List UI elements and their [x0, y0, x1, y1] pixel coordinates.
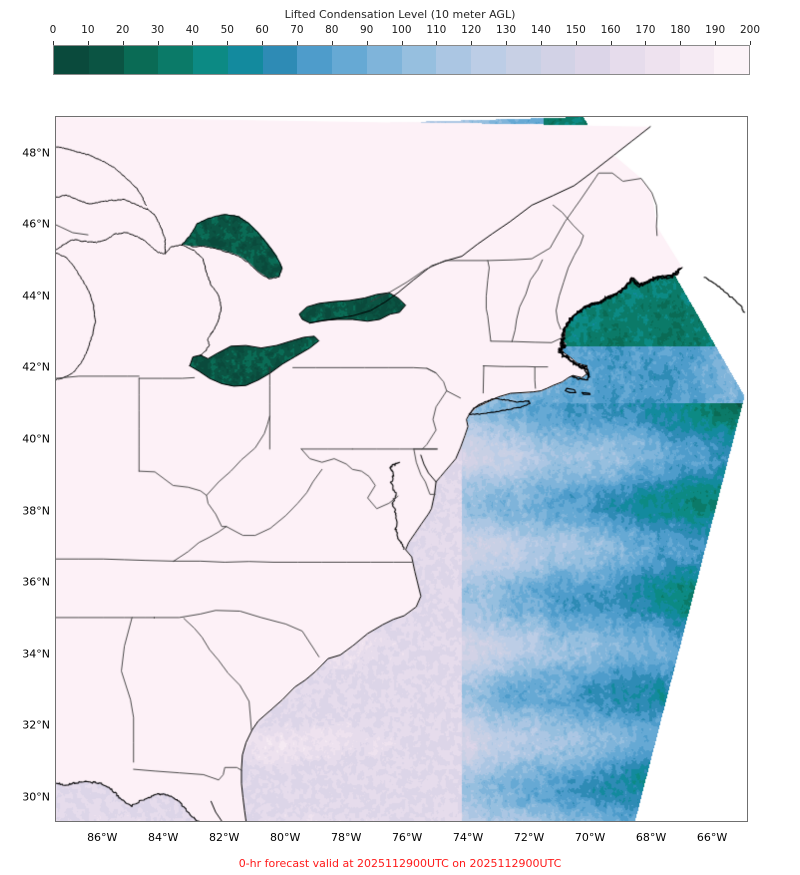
colorbar-tick: [680, 41, 682, 45]
lon-tick-label: 82°W: [209, 831, 240, 844]
lat-tick-label: 30°N: [22, 790, 50, 804]
colorbar-cell: [644, 46, 680, 74]
colorbar-tick: [296, 41, 298, 45]
colorbar-tick-label: 0: [49, 24, 57, 36]
colorbar-tick: [715, 41, 717, 45]
colorbar-tick-label: 70: [290, 24, 304, 36]
lat-tick-label: 34°N: [22, 647, 50, 661]
colorbar-tick-label: 200: [739, 24, 761, 36]
map-plot-area: [55, 116, 748, 822]
lon-tick-label: 80°W: [269, 831, 301, 844]
lon-tick-label: 70°W: [574, 831, 606, 844]
lat-tick-label: 36°N: [22, 575, 50, 589]
colorbar-tick-label: 10: [81, 24, 95, 36]
colorbar-tick: [436, 41, 438, 45]
colorbar-tick-label: 40: [185, 24, 200, 36]
colorbar-tick: [366, 41, 368, 45]
colorbar-tick-label: 30: [150, 24, 165, 36]
colorbar-tick-label: 50: [220, 24, 234, 36]
colorbar-tick: [401, 41, 403, 45]
lon-tick-label: 74°W: [452, 831, 484, 844]
colorbar-tick: [575, 41, 577, 45]
lon-tick-label: 84°W: [148, 831, 179, 844]
lon-tick-label: 68°W: [635, 831, 667, 844]
colorbar-tick: [87, 41, 89, 45]
colorbar-tick-label: 60: [255, 24, 269, 36]
colorbar-cell: [366, 46, 402, 74]
colorbar-tick: [122, 41, 124, 45]
colorbar-cell: [227, 46, 263, 74]
colorbar-cell: [193, 46, 228, 74]
colorbar-cell: [123, 46, 159, 74]
lon-tick-label: 86°W: [87, 831, 118, 844]
lat-tick-label: 46°N: [22, 217, 50, 231]
colorbar-tick-label: 150: [565, 24, 586, 36]
colorbar-cell: [88, 46, 124, 74]
colorbar-cell: [610, 46, 645, 74]
map-data-canvas: [56, 117, 747, 821]
colorbar-tick: [540, 41, 542, 45]
colorbar-cell: [436, 46, 471, 74]
lon-tick-label: 78°W: [330, 831, 362, 844]
colorbar-tick: [192, 41, 194, 45]
colorbar-cell: [297, 46, 332, 74]
colorbar-tick: [331, 41, 333, 45]
colorbar-tick: [157, 41, 159, 45]
colorbar-tick: [750, 41, 751, 45]
colorbar-cell: [332, 46, 367, 74]
colorbar-tick-label: 160: [600, 24, 621, 36]
colorbar-tick-label: 170: [635, 24, 656, 36]
colorbar-panel: Lifted Condensation Level (10 meter AGL)…: [0, 0, 800, 100]
colorbar-tick-label: 80: [325, 24, 339, 36]
colorbar-cell: [471, 46, 506, 74]
colorbar-cell: [401, 46, 437, 74]
colorbar-tick-label: 120: [461, 24, 482, 36]
lat-tick-label: 48°N: [22, 146, 50, 160]
colorbar-tick: [471, 41, 473, 45]
lat-tick-label: 32°N: [22, 718, 50, 732]
colorbar-cell: [54, 46, 89, 74]
colorbar-tick-label: 110: [426, 24, 447, 36]
colorbar-title: Lifted Condensation Level (10 meter AGL): [284, 8, 516, 21]
colorbar-cell: [262, 46, 298, 74]
colorbar-tick: [227, 41, 229, 45]
colorbar-cell: [505, 46, 541, 74]
lon-tick-label: 66°W: [696, 831, 728, 844]
colorbar-gradient-strip: [53, 45, 750, 75]
lat-tick-label: 38°N: [22, 504, 50, 518]
colorbar-tick: [506, 41, 508, 45]
colorbar-cell: [540, 46, 576, 74]
colorbar-tick-marks: [53, 41, 751, 45]
lat-tick-label: 40°N: [22, 432, 50, 446]
lat-tick-label: 42°N: [22, 360, 50, 374]
colorbar-cell: [575, 46, 610, 74]
colorbar-tick-label: 100: [391, 24, 412, 36]
colorbar-tick-labels: 0 10 20 30 40 50 60 70 80 90 100 110 120 130 140 150 160…: [49, 24, 760, 38]
colorbar-tick-label: 20: [116, 24, 130, 36]
colorbar-tick-label: 140: [530, 24, 551, 36]
forecast-validity-caption: 0-hr forecast valid at 2025112900UTC on …: [238, 857, 562, 870]
colorbar-tick: [262, 41, 264, 45]
colorbar-tick-label: 90: [359, 24, 374, 36]
colorbar-cell: [679, 46, 715, 74]
colorbar-tick: [645, 41, 647, 45]
lat-tick-label: 44°N: [22, 289, 50, 303]
colorbar-tick: [610, 41, 612, 45]
lon-tick-label: 72°W: [513, 831, 545, 844]
colorbar-tick-label: 190: [705, 24, 726, 36]
colorbar-cell: [158, 46, 193, 74]
colorbar-tick: [53, 41, 54, 45]
colorbar-cell: [714, 46, 749, 74]
colorbar-tick-label: 180: [670, 24, 691, 36]
colorbar-tick-label: 130: [496, 24, 517, 36]
lon-tick-label: 76°W: [391, 831, 423, 844]
